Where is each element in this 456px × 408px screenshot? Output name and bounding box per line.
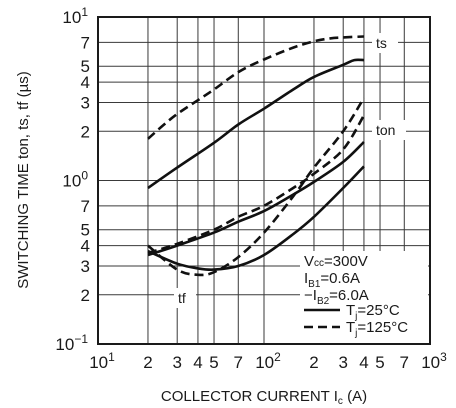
- y-tick-label: 5: [81, 221, 90, 240]
- y-tick-label: 7: [81, 33, 90, 52]
- y-tick-label: 2: [81, 286, 90, 305]
- x-tick-label-major: 102: [255, 350, 281, 372]
- curve-tf-125c: [147, 97, 366, 277]
- y-tick-label-major: 100: [62, 169, 88, 191]
- x-tick-label: 4: [193, 353, 202, 372]
- condition-ib2: −IB2=6.0A: [304, 287, 369, 307]
- x-tick-label: 7: [234, 353, 243, 372]
- curve-tf-25c: [147, 165, 365, 272]
- y-tick-label: 7: [81, 197, 90, 216]
- ts-label-bg: [372, 33, 398, 53]
- plot-frame: [97, 16, 431, 345]
- y-tick-label: 4: [81, 237, 90, 256]
- y-tick-label-major: 101: [62, 5, 88, 27]
- x-tick-label: 5: [209, 353, 218, 372]
- curve-ton-25c: [147, 141, 365, 257]
- legend-label-dashed: Tj=125°C: [346, 319, 408, 339]
- x-tick-label: 4: [359, 353, 368, 372]
- curve-ton-125c: [147, 114, 366, 255]
- x-tick-label: 7: [400, 353, 409, 372]
- curve-labels: ts ton tf: [174, 33, 406, 308]
- x-tick-label: 2: [143, 353, 152, 372]
- legend-label-solid: Tj=25°C: [346, 302, 400, 322]
- y-tick-label: 3: [81, 93, 90, 112]
- x-tick-label-major: 101: [89, 350, 115, 372]
- condition-ib1: IB1=0.6A: [304, 270, 360, 290]
- condition-vcc: Vcc=300V: [304, 253, 368, 270]
- curve-label-tf: tf: [178, 290, 186, 306]
- x-tick-label: 3: [338, 353, 347, 372]
- y-axis-title: SWITCHING TIME ton, ts, tf (µs): [15, 71, 32, 289]
- x-tick-label: 2: [309, 353, 318, 372]
- axis-titles: COLLECTOR CURRENT Ic (A) SWITCHING TIME t…: [15, 71, 367, 407]
- curve-ts-25c: [147, 58, 364, 190]
- ton-label-bg: [372, 120, 406, 140]
- x-tick-label: 5: [375, 353, 384, 372]
- y-tick-label: 3: [81, 257, 90, 276]
- x-axis-title: COLLECTOR CURRENT Ic (A): [161, 388, 367, 407]
- y-tick-label: 4: [81, 73, 90, 92]
- tf-label-bg: [174, 288, 196, 308]
- y-tick-label: 5: [81, 57, 90, 76]
- curves: [147, 35, 366, 277]
- x-tick-label-major: 103: [421, 350, 447, 372]
- y-tick-label-major: 10−1: [55, 332, 88, 354]
- curve-ts-125c: [147, 35, 364, 140]
- curve-label-ton: ton: [376, 122, 395, 138]
- x-tick-label: 3: [172, 353, 181, 372]
- curve-label-ts: ts: [376, 35, 387, 51]
- y-tick-label: 2: [81, 122, 90, 141]
